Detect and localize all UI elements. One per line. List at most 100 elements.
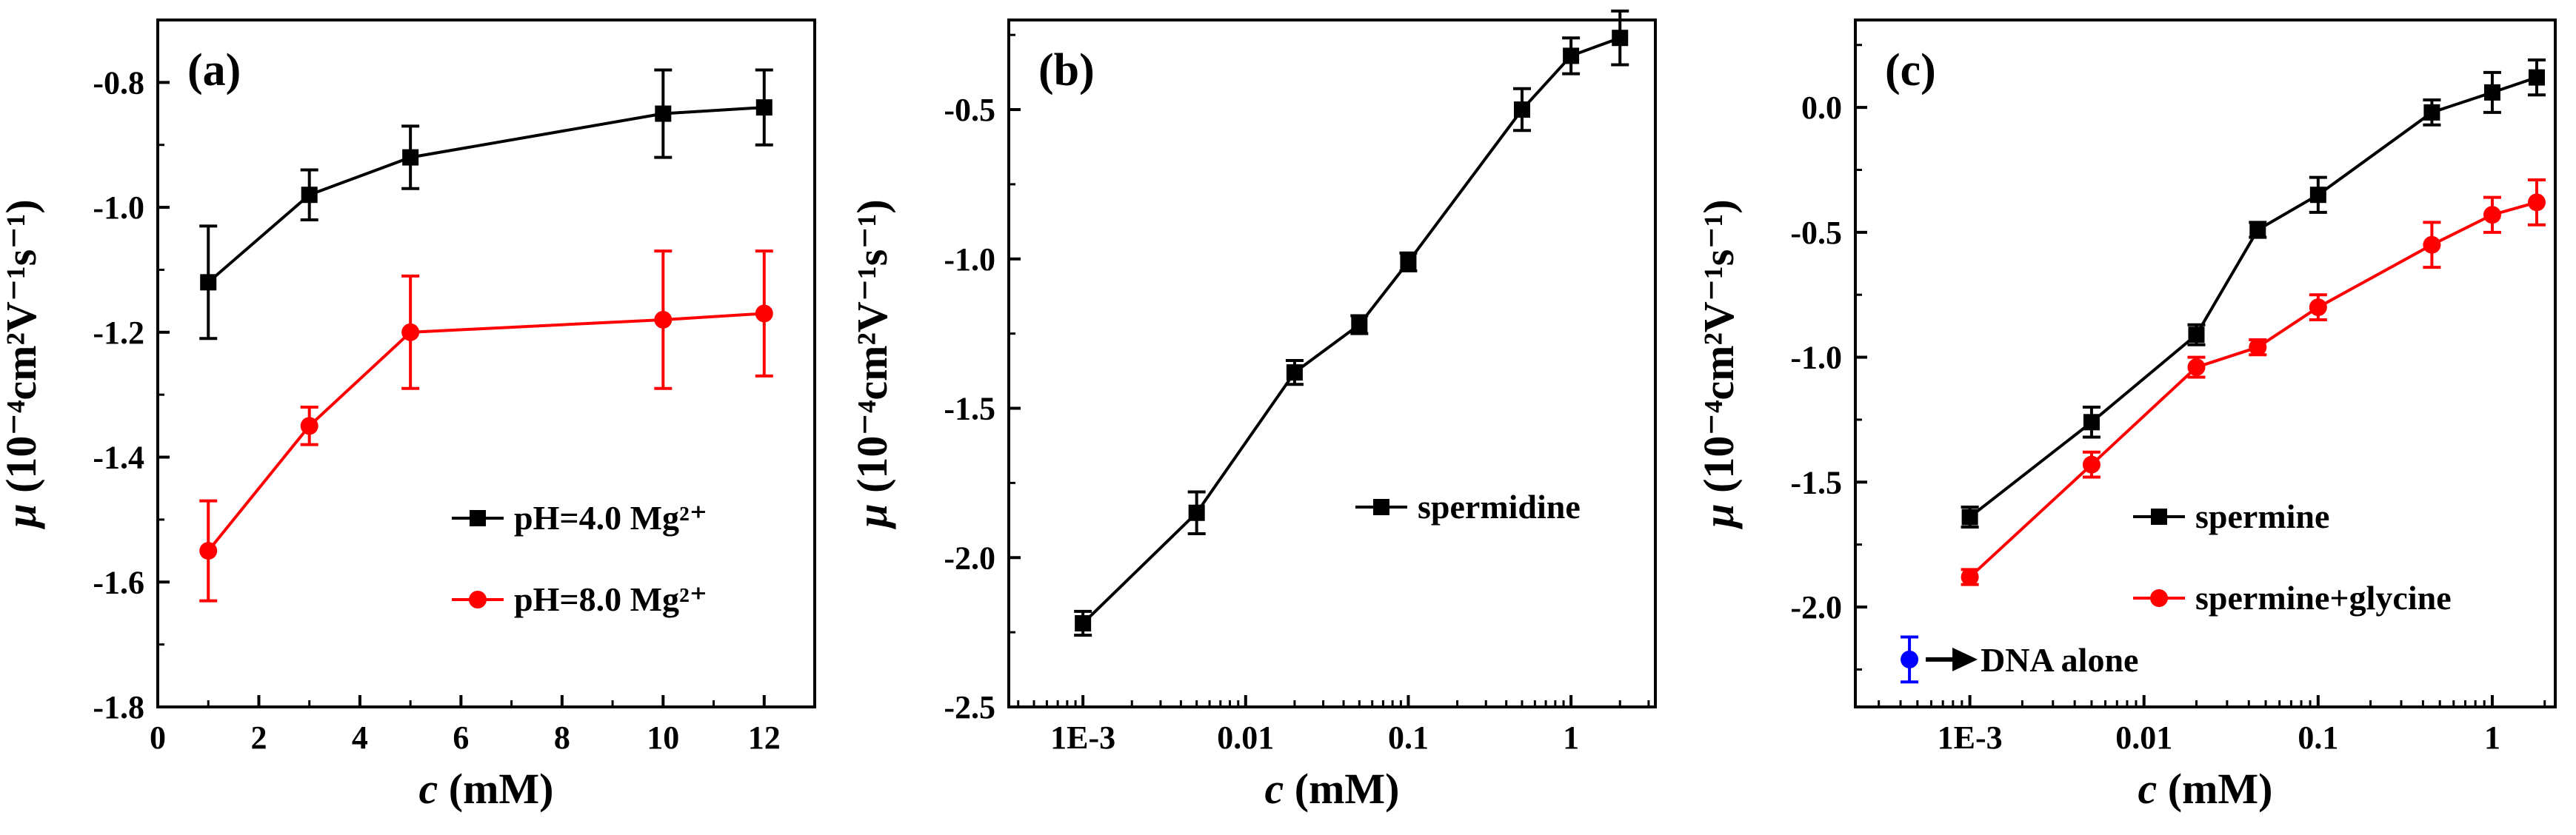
- data-point: [2423, 104, 2440, 121]
- x-axis-unit: (mM): [1284, 765, 1399, 813]
- data-point: [2187, 358, 2206, 377]
- y-tick-label: -0.8: [93, 64, 144, 101]
- data-point: [654, 310, 673, 329]
- data-point: [1961, 568, 1979, 586]
- y-tick-label: -1.2: [93, 315, 144, 351]
- x-tick-label: 0.01: [1217, 720, 1274, 756]
- x-axis-symbol: c: [1265, 765, 1284, 813]
- y-tick-label: -0.5: [944, 92, 995, 128]
- y-tick-label: -2.5: [944, 689, 995, 725]
- y-axis-unit: (10⁻⁴cm²V⁻¹s⁻¹): [0, 199, 45, 503]
- x-axis-label: c (mM): [2138, 765, 2273, 813]
- x-tick-label: 8: [554, 720, 570, 756]
- series-line: [1969, 76, 2537, 519]
- series-line: [1081, 36, 1621, 625]
- data-point: [1612, 30, 1629, 47]
- y-tick-label: -1.4: [93, 440, 144, 476]
- x-tick-label: 0.1: [1388, 720, 1429, 756]
- legend-marker: [1373, 499, 1389, 515]
- data-point: [2483, 206, 2501, 224]
- legend-marker: [2150, 589, 2168, 607]
- panel-c: 1E-3 0.01 0.1 1 -2.0 -1.5 -1.0 -0.5 0.0 c (mM) μ (…: [1695, 19, 2557, 813]
- y-axis-label: μ (10⁻⁴cm²V⁻¹s⁻¹): [0, 199, 45, 529]
- x-tick-label: 1: [1563, 720, 1579, 756]
- y-tick-label: -0.5: [1790, 215, 1842, 251]
- x-tick-label: 0.01: [2115, 720, 2172, 756]
- plot-frame: [1007, 19, 1657, 708]
- x-axis-symbol: c: [419, 765, 438, 813]
- data-point: [199, 542, 218, 560]
- data-point: [755, 99, 773, 116]
- data-point: [301, 187, 318, 204]
- y-axis-unit: (10⁻⁴cm²V⁻¹s⁻¹): [848, 199, 896, 503]
- panel-label: (c): [1885, 45, 1936, 95]
- data-point: [2249, 338, 2267, 357]
- x-tick-label: 2: [250, 720, 267, 756]
- x-tick-label: 12: [748, 720, 781, 756]
- legend-entry: pH=8.0 Mg²⁺: [514, 580, 707, 618]
- y-tick-label: -1.6: [93, 564, 144, 600]
- data-point: [655, 105, 672, 122]
- y-axis-unit: (10⁻⁴cm²V⁻¹s⁻¹): [1695, 199, 1743, 503]
- data-point: [401, 323, 420, 341]
- series-line: [1969, 201, 2537, 578]
- data-point: [1075, 615, 1092, 632]
- data-point: [2309, 298, 2327, 317]
- y-tick-label: -2.0: [1790, 589, 1842, 626]
- data-point: [2309, 187, 2326, 204]
- data-point: [1286, 364, 1303, 381]
- data-point: [200, 274, 217, 291]
- x-tick-label: 6: [453, 720, 469, 756]
- x-axis-unit: (mM): [438, 765, 553, 813]
- y-tick-label: -1.5: [944, 391, 995, 427]
- data-point: [1400, 253, 1417, 270]
- x-axis-symbol: c: [2138, 765, 2158, 813]
- data-point: [402, 149, 419, 166]
- panel-b: 1E-3 0.01 0.1 1 -2.5 -2.0 -1.5 -1.0 -0.5 c (mM) μ …: [848, 9, 1657, 813]
- data-point: [755, 304, 773, 323]
- y-tick-label: -1.8: [93, 689, 144, 725]
- data-point: [2528, 69, 2545, 86]
- data-point: [1188, 504, 1205, 521]
- x-tick-label: 1: [2484, 720, 2500, 756]
- x-axis-unit: (mM): [2157, 765, 2272, 813]
- panel-a: 0 2 4 6 8 10 12 -1.8 -1.6 -1.4 -1.2 -1.0 -0.8 c (mM) μ…: [0, 19, 816, 813]
- data-point: [1961, 509, 1978, 526]
- x-axis-label: c (mM): [1265, 765, 1400, 813]
- x-tick-label: 1E-3: [1050, 720, 1115, 756]
- data-point: [2527, 193, 2546, 212]
- y-tick-label: -1.5: [1790, 464, 1842, 500]
- x-tick-label: 0: [150, 720, 166, 756]
- data-point: [2188, 326, 2205, 343]
- x-tick-label: 4: [352, 720, 368, 756]
- annotation-arrowhead: [1952, 647, 1978, 671]
- plot-frame: [1854, 19, 2557, 708]
- data-point: [2423, 235, 2441, 254]
- y-axis-label: μ (10⁻⁴cm²V⁻¹s⁻¹): [848, 199, 896, 529]
- data-point: [300, 417, 318, 435]
- data-point: [1513, 101, 1530, 118]
- data-point: [2483, 84, 2500, 101]
- data-point: [1351, 316, 1368, 333]
- data-point: [1563, 47, 1580, 64]
- y-axis-label: μ (10⁻⁴cm²V⁻¹s⁻¹): [1695, 199, 1743, 529]
- legend-marker: [469, 591, 487, 608]
- y-axis-symbol: μ: [848, 503, 896, 529]
- panel-label: (a): [187, 45, 241, 95]
- legend-entry: spermine: [2195, 497, 2329, 535]
- legend-marker: [2151, 509, 2167, 525]
- annotation-label: DNA alone: [1981, 641, 2138, 679]
- panel-label: (b): [1038, 45, 1095, 95]
- plot-frame: [156, 19, 816, 708]
- y-tick-label: -1.0: [1790, 340, 1842, 376]
- data-point: [2083, 414, 2100, 431]
- x-tick-label: 10: [647, 720, 679, 756]
- legend-entry: spermidine: [1418, 488, 1581, 526]
- legend-entry: pH=4.0 Mg²⁺: [514, 499, 707, 537]
- y-tick-label: -1.0: [93, 190, 144, 226]
- y-axis-symbol: μ: [1695, 503, 1743, 529]
- data-point: [1901, 650, 1919, 668]
- x-axis-label: c (mM): [419, 765, 554, 813]
- legend-entry: spermine+glycine: [2195, 579, 2452, 617]
